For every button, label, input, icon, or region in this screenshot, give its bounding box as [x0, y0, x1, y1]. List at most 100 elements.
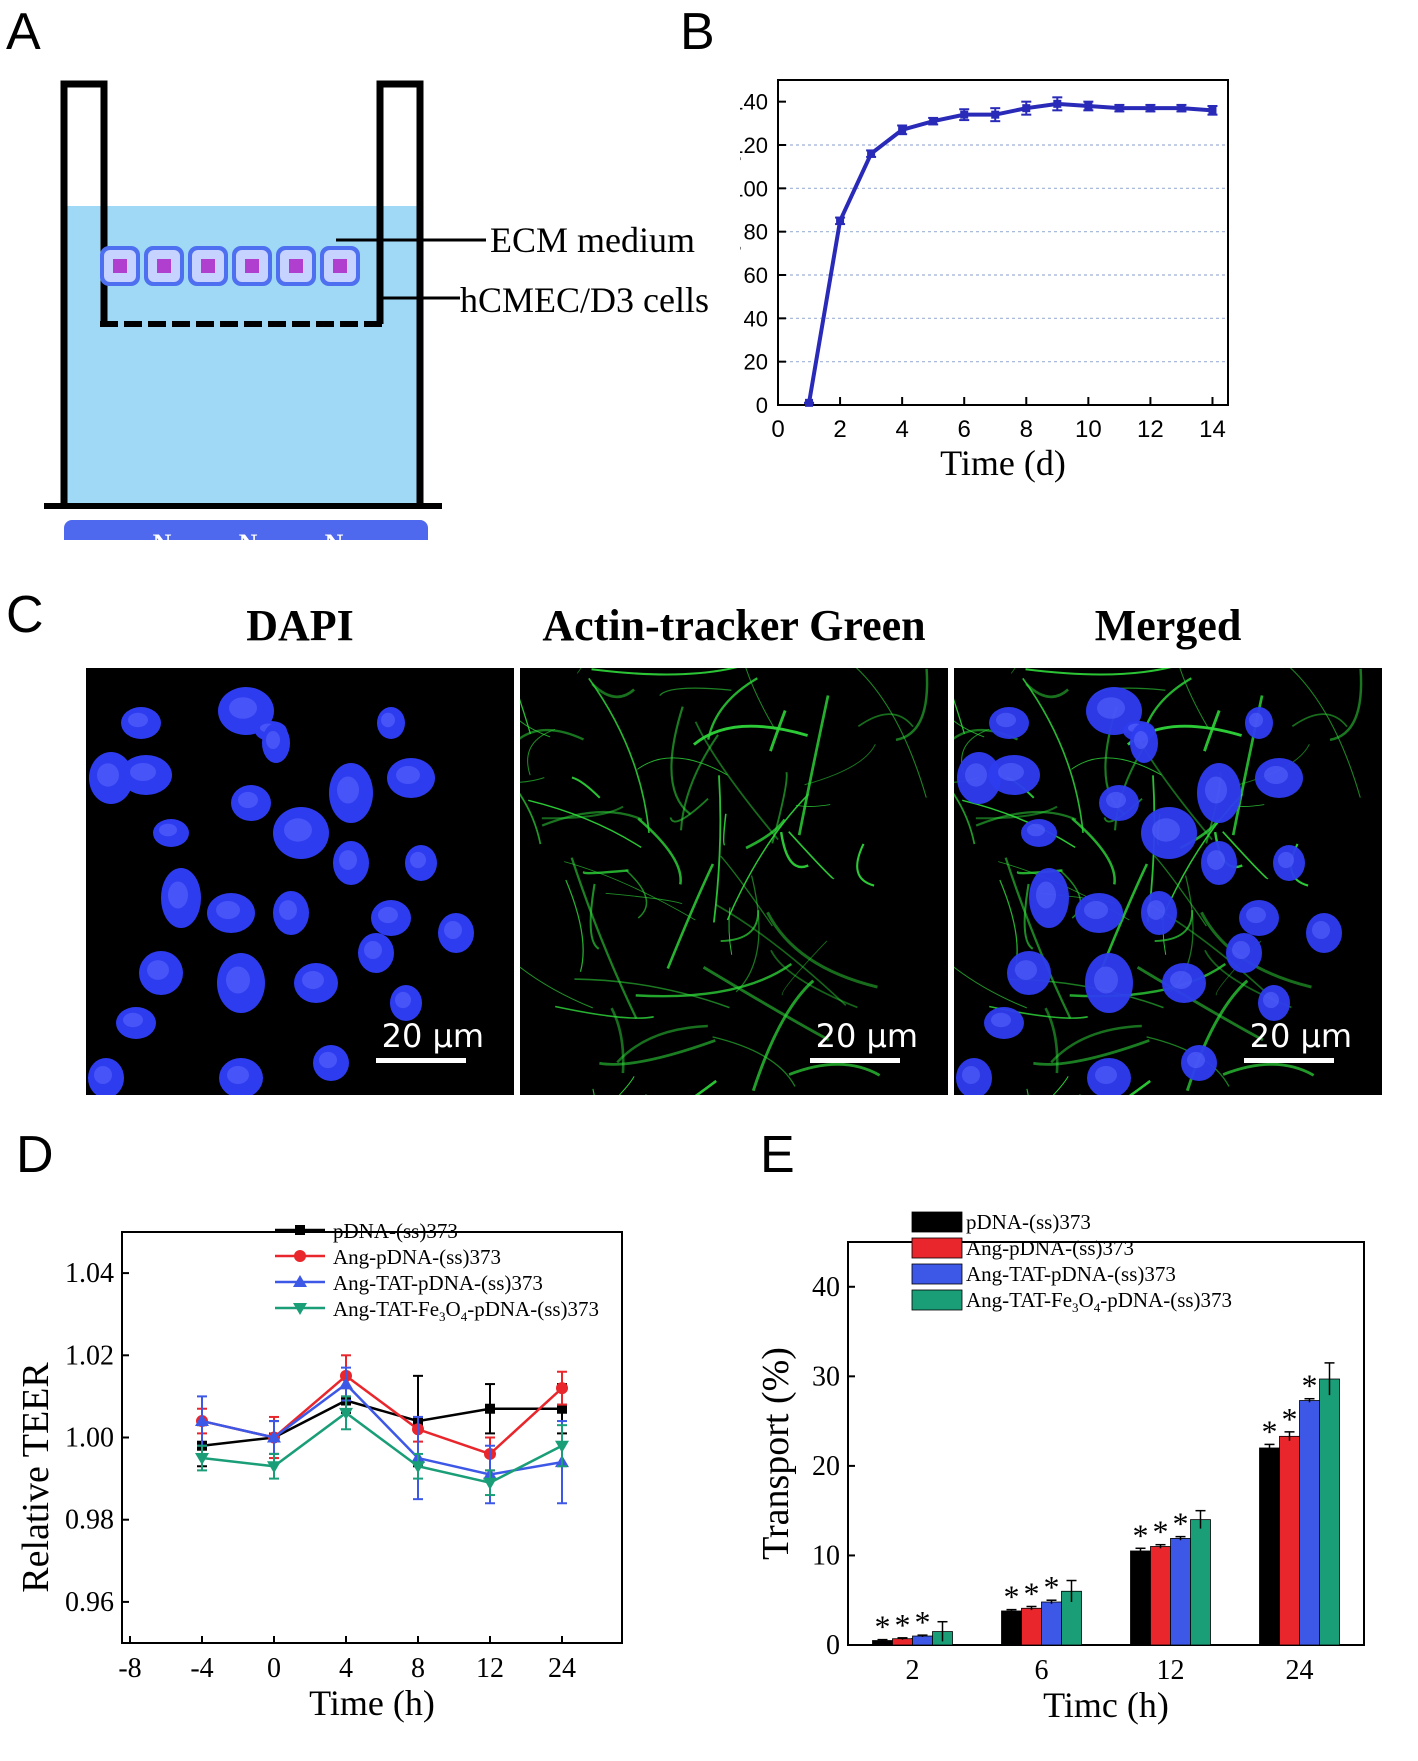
insert-left-wall	[60, 80, 108, 506]
nucleus-texture	[266, 731, 280, 749]
data-point	[1115, 104, 1124, 113]
data-point	[960, 110, 969, 119]
significance-star: *	[1262, 1413, 1278, 1449]
magnet-labels: N N N S S S	[153, 529, 344, 540]
bar	[1001, 1610, 1022, 1646]
actin-scalebar	[810, 1058, 900, 1063]
y-tick-label: 1.00	[65, 1423, 114, 1454]
x-tick-label: -4	[190, 1653, 213, 1684]
actin-fiber	[555, 1005, 654, 1019]
cell-nucleus	[333, 259, 347, 273]
legend-label: Ang-TAT-Fe3O4-pDNA-(ss)373	[333, 1297, 599, 1324]
actin-fiber	[856, 843, 875, 887]
actin-fiber	[720, 910, 760, 943]
actin-fiber	[779, 831, 809, 869]
nucleus-texture	[130, 763, 156, 781]
nucleus-texture	[168, 881, 188, 909]
actin-fiber	[692, 724, 809, 746]
y-tick-label: 100	[740, 176, 768, 201]
actin-fiber	[962, 799, 1076, 849]
dapi-scalebar	[376, 1058, 466, 1063]
legend-label: Ang-TAT-pDNA-(ss)373	[966, 1262, 1176, 1286]
nucleus-texture	[1134, 731, 1148, 749]
marker-circle	[556, 1382, 568, 1395]
nucleus-texture	[238, 791, 258, 809]
dapi-scale-label: 20 µm	[381, 1017, 484, 1055]
marker-triangle-down	[195, 1453, 209, 1466]
actin-fiber	[1050, 1024, 1142, 1064]
data-point	[836, 216, 845, 225]
y-tick-label: 20	[744, 350, 768, 375]
actin-fiber	[565, 879, 584, 972]
actin-fiber	[751, 979, 815, 1092]
marker-triangle-down	[267, 1461, 281, 1474]
actin-fiber	[1025, 683, 1069, 699]
nucleus-texture	[1264, 766, 1288, 784]
actin-fiber	[771, 771, 788, 844]
actin-fiber	[1222, 831, 1269, 880]
nucleus-texture	[337, 776, 359, 804]
actin-fiber	[520, 792, 542, 845]
nucleus-texture	[1027, 823, 1045, 837]
actin-fiber	[788, 1062, 881, 1077]
nucleus-texture	[395, 991, 411, 1009]
actin-fiber	[582, 869, 629, 875]
actin-fiber	[1004, 857, 1072, 1020]
y-tick-label: 120	[740, 133, 768, 158]
actin-fiber	[635, 963, 793, 998]
nucleus-texture	[1106, 791, 1126, 809]
y-tick-label: 0	[756, 393, 768, 418]
bar	[1279, 1435, 1300, 1646]
significance-star: *	[1004, 1579, 1020, 1615]
actin-scale-label: 20 µm	[815, 1017, 918, 1055]
nucleus-texture	[1263, 991, 1279, 1009]
marker-triangle	[339, 1377, 353, 1390]
x-tick-label: 4	[339, 1653, 353, 1684]
actin-fiber	[1052, 1076, 1069, 1095]
actin-fiber	[1128, 1079, 1151, 1095]
actin-fiber	[712, 775, 722, 923]
actin-fiber	[1044, 1007, 1059, 1074]
nucleus-texture	[410, 851, 426, 869]
nucleus-texture	[396, 766, 420, 784]
actin-fiber	[855, 668, 927, 798]
nucleus-texture	[216, 901, 240, 919]
actin-fiber	[1022, 677, 1084, 834]
actin-fiber	[788, 831, 835, 880]
nucleus-texture	[229, 697, 257, 719]
y-axis-label: Transport (%)	[760, 1347, 797, 1560]
panel-letter-a: A	[6, 3, 41, 61]
legend-label: Ang-TAT-Fe3O4-pDNA-(ss)373	[966, 1288, 1232, 1315]
actin-fiber	[745, 818, 786, 850]
series-line	[201, 1374, 563, 1456]
actin-fiber	[745, 668, 776, 730]
actin-fiber	[707, 677, 758, 740]
actin-fiber	[720, 855, 773, 927]
actin-fiber	[694, 1079, 717, 1095]
x-tick-label: 12	[1157, 1655, 1185, 1686]
nucleus-texture	[284, 818, 312, 842]
data-point	[1208, 106, 1217, 115]
nucleus-texture	[1095, 1066, 1117, 1084]
data-point	[991, 110, 1000, 119]
y-tick-label: 10	[812, 1540, 840, 1571]
bar	[1150, 1546, 1171, 1646]
actin-fiber	[589, 883, 600, 950]
actin-fiber	[659, 687, 732, 696]
actin-fiber	[520, 966, 593, 1009]
actin-fiber	[610, 1007, 625, 1074]
actin-fiber	[694, 721, 779, 841]
teer-time-chart: 02468101214020406080100120140Time (d)TEE…	[740, 79, 1229, 483]
bar	[1021, 1607, 1042, 1646]
nucleus-texture	[1097, 697, 1125, 719]
transwell-diagram: ECM medium hCMEC/D3 cells N N N S S S	[44, 80, 709, 540]
merged-title: Merged	[1094, 601, 1242, 650]
legend-swatch	[911, 1237, 963, 1259]
nucleus-texture	[381, 712, 395, 728]
series-3	[195, 1395, 569, 1497]
nucleus-texture	[1036, 881, 1056, 909]
nucleus-texture	[94, 1066, 112, 1084]
magnet-n-2: N	[239, 529, 258, 540]
y-tick-label: 140	[740, 90, 768, 115]
nucleus-texture	[227, 1066, 249, 1084]
